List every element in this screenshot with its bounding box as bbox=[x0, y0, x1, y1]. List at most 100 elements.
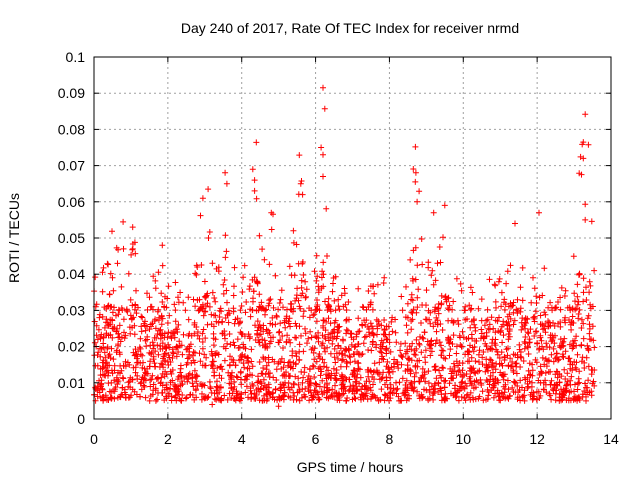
roti-point bbox=[124, 359, 131, 366]
roti-point bbox=[352, 343, 359, 350]
roti-point bbox=[450, 332, 457, 339]
roti-point bbox=[589, 323, 596, 330]
roti-point bbox=[419, 393, 426, 400]
x-tick-label: 10 bbox=[455, 431, 471, 447]
roti-point bbox=[292, 373, 299, 380]
roti-point bbox=[414, 304, 421, 311]
roti-point bbox=[395, 365, 402, 372]
roti-point bbox=[488, 387, 495, 394]
roti-point bbox=[409, 275, 416, 282]
roti-point bbox=[264, 344, 271, 351]
roti-point bbox=[399, 354, 406, 361]
roti-point bbox=[161, 343, 168, 350]
roti-point bbox=[564, 370, 571, 377]
roti-point bbox=[184, 345, 191, 352]
roti-point bbox=[322, 348, 329, 355]
roti-point bbox=[537, 363, 544, 370]
roti-point bbox=[347, 383, 354, 390]
roti-point bbox=[428, 383, 435, 390]
roti-point bbox=[256, 388, 263, 395]
roti-point bbox=[185, 294, 192, 301]
roti-point bbox=[419, 372, 426, 379]
roti-point bbox=[576, 306, 583, 313]
roti-point bbox=[414, 262, 421, 269]
roti-point bbox=[581, 388, 588, 394]
roti-point bbox=[425, 307, 432, 314]
roti-point bbox=[311, 311, 318, 318]
roti-point bbox=[500, 373, 507, 380]
roti-point bbox=[100, 334, 107, 341]
roti-point bbox=[378, 386, 385, 393]
roti-point bbox=[413, 345, 420, 352]
roti-point bbox=[469, 289, 476, 296]
roti-point bbox=[577, 153, 584, 160]
roti-point bbox=[262, 341, 269, 348]
roti-point bbox=[252, 395, 259, 402]
roti-point bbox=[241, 364, 248, 371]
roti-point bbox=[135, 304, 141, 311]
roti-point bbox=[440, 234, 446, 241]
roti-point bbox=[356, 328, 363, 335]
roti-point bbox=[360, 340, 367, 347]
roti-point bbox=[187, 392, 193, 398]
roti-point bbox=[432, 277, 439, 284]
roti-point bbox=[243, 376, 250, 383]
roti-point bbox=[152, 277, 159, 284]
roti-point bbox=[259, 246, 266, 253]
roti-point bbox=[431, 382, 438, 389]
roti-point bbox=[526, 378, 533, 385]
roti-point bbox=[355, 341, 362, 347]
grid-lines bbox=[94, 57, 611, 419]
roti-point bbox=[297, 180, 304, 187]
roti-point bbox=[320, 259, 327, 266]
roti-point bbox=[453, 372, 460, 379]
roti-point bbox=[419, 302, 426, 308]
roti-point bbox=[412, 363, 419, 370]
roti-point bbox=[555, 299, 561, 305]
roti-point bbox=[165, 352, 172, 359]
roti-point bbox=[392, 329, 399, 336]
roti-point bbox=[142, 327, 149, 334]
roti-point bbox=[172, 307, 179, 314]
roti-point bbox=[105, 302, 112, 309]
roti-point bbox=[518, 319, 525, 326]
roti-point bbox=[338, 292, 345, 299]
roti-point bbox=[536, 209, 542, 216]
roti-point bbox=[249, 166, 256, 173]
roti-point bbox=[480, 349, 487, 355]
roti-point bbox=[531, 285, 538, 292]
roti-point bbox=[552, 332, 558, 339]
roti-point bbox=[150, 345, 157, 352]
roti-point bbox=[351, 390, 358, 397]
roti-point bbox=[129, 376, 136, 383]
roti-point bbox=[241, 353, 248, 360]
roti-point bbox=[536, 346, 542, 353]
roti-point bbox=[519, 384, 525, 391]
roti-point bbox=[101, 349, 108, 356]
roti-point bbox=[267, 320, 274, 327]
roti-point bbox=[171, 301, 178, 308]
roti-point bbox=[485, 361, 492, 368]
data-points bbox=[91, 84, 598, 410]
x-tick-label: 8 bbox=[386, 431, 394, 447]
roti-point bbox=[510, 321, 517, 328]
roti-point bbox=[331, 354, 338, 361]
roti-point bbox=[410, 166, 417, 172]
roti-point bbox=[316, 383, 323, 390]
roti-point bbox=[227, 353, 233, 360]
roti-point bbox=[233, 394, 240, 401]
roti-point bbox=[105, 372, 111, 379]
roti-point bbox=[164, 295, 171, 302]
roti-point bbox=[297, 305, 304, 312]
roti-point bbox=[298, 277, 305, 284]
roti-point bbox=[387, 348, 394, 355]
roti-point bbox=[205, 235, 212, 241]
roti-point bbox=[101, 324, 108, 331]
roti-point bbox=[176, 338, 183, 345]
roti-point bbox=[415, 286, 422, 293]
roti-point bbox=[330, 280, 336, 287]
roti-point bbox=[590, 378, 597, 385]
roti-point bbox=[325, 367, 332, 374]
roti-point bbox=[313, 381, 320, 388]
roti-point bbox=[483, 329, 490, 336]
